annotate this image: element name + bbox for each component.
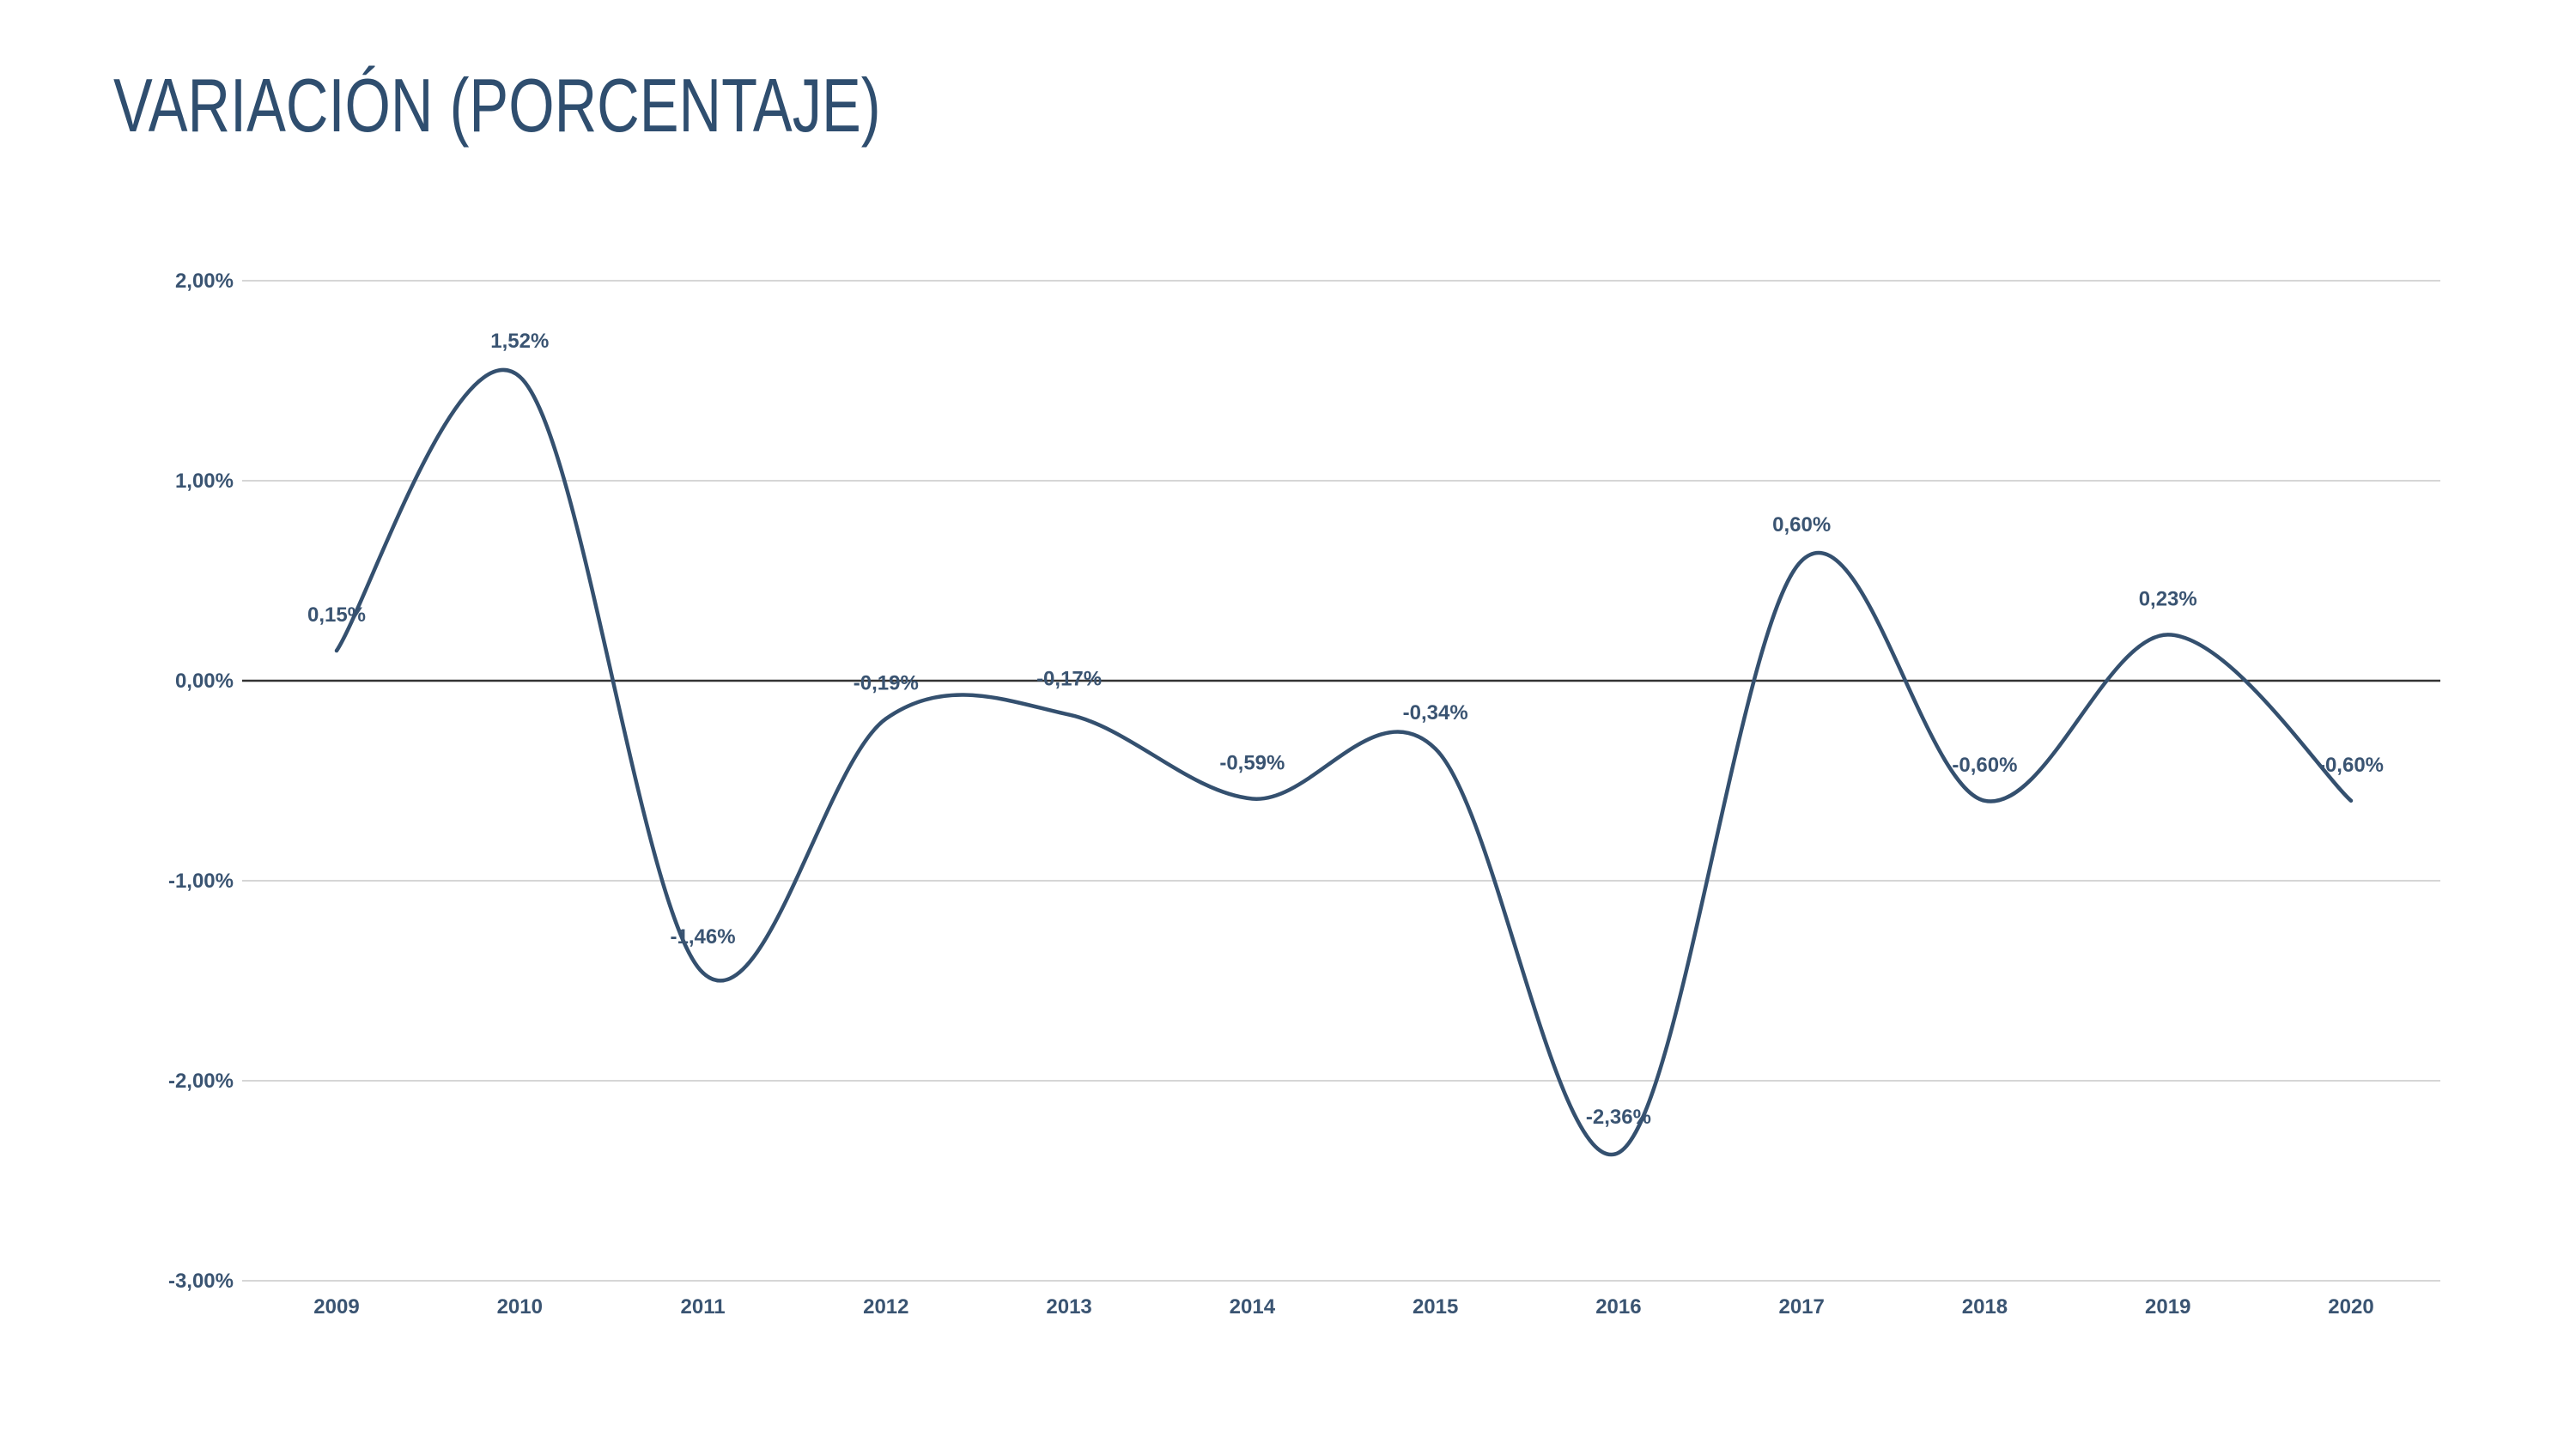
data-point [1433,747,1437,751]
x-tick-label: 2013 [1046,1295,1091,1319]
grid-lines [242,280,2440,1282]
data-point [1067,712,1072,717]
data-label: 0,15% [307,603,366,627]
y-tick-label: -2,00% [168,1070,234,1093]
data-label: -0,17% [1036,668,1102,691]
data-label: 0,60% [1772,513,1831,537]
y-tick-label: 1,00% [175,470,234,493]
y-tick-label: 2,00% [175,270,234,293]
x-tick-label: 2015 [1413,1295,1458,1319]
x-tick-label: 2020 [2328,1295,2373,1319]
data-point [1983,798,1987,803]
data-label: -0,60% [1952,754,2017,777]
data-label: -0,19% [854,671,919,694]
data-label: -0,34% [1403,701,1468,724]
x-tick-label: 2011 [681,1295,726,1319]
x-tick-label: 2016 [1595,1295,1641,1319]
data-point [1250,797,1255,801]
y-tick-label: -1,00% [168,870,234,893]
data-point [518,374,522,379]
data-point [2349,798,2353,803]
data-labels: 0,15% 1,52% -1,46% -0,19% -0,17% -0,59% -0,34%… [307,330,2384,1155]
x-tick-label: 2019 [2145,1295,2190,1319]
data-point [1800,559,1804,563]
y-tick-label: -3,00% [168,1270,234,1293]
data-point [701,971,705,975]
y-tick-label: 0,00% [175,670,234,693]
x-tick-label: 2018 [1962,1295,2008,1319]
x-tick-label: 2014 [1230,1295,1276,1319]
data-label: 1,52% [490,330,549,353]
data-label: -1,46% [671,925,736,949]
series-line [334,367,2354,1157]
chart-title: VARIACIÓN (PORCENTAJE) [113,63,881,148]
data-label: 0,23% [2139,587,2197,610]
data-point [884,717,888,721]
data-point [1616,1150,1620,1155]
x-axis-ticks: 2009 2010 2011 2012 2013 2014 2015 2016 2017 2018… [313,1295,2373,1319]
x-tick-label: 2010 [497,1295,543,1319]
data-label: -0,59% [1219,751,1285,774]
x-tick-label: 2017 [1778,1295,1824,1319]
data-point [2166,633,2170,637]
y-axis-ticks: 2,00% 1,00% 0,00% -1,00% -2,00% -3,00% [168,270,234,1293]
data-label: -0,60% [2318,754,2384,777]
x-tick-label: 2012 [863,1295,908,1319]
data-label: -2,36% [1586,1106,1651,1129]
data-point [335,649,338,653]
x-tick-label: 2009 [313,1295,359,1319]
